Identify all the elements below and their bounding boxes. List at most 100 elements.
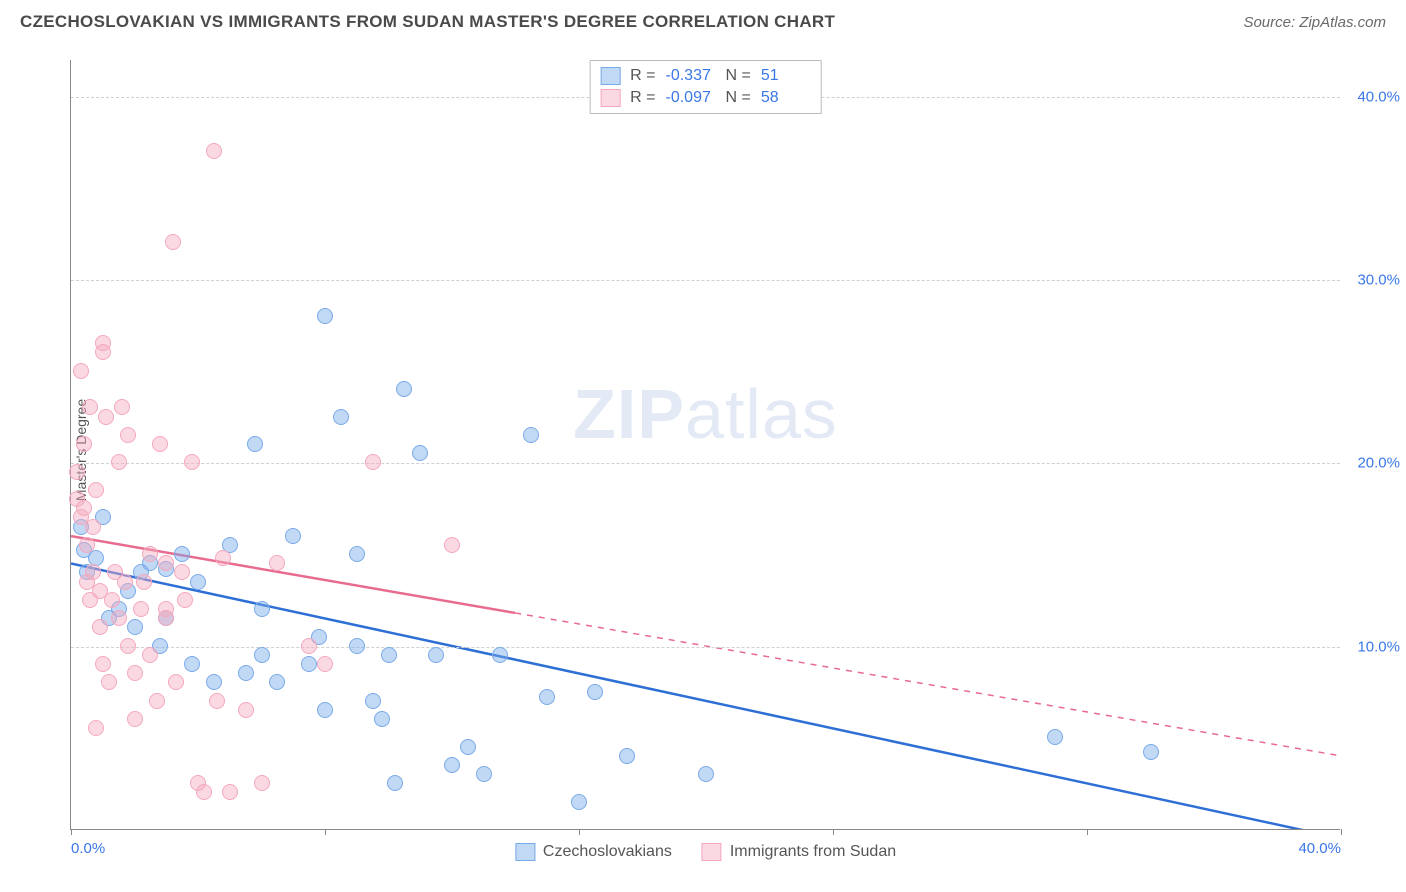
scatter-point [76, 500, 92, 516]
scatter-point [158, 555, 174, 571]
legend-item: Czechoslovakians [515, 843, 672, 861]
scatter-point [317, 308, 333, 324]
scatter-point [1143, 744, 1159, 760]
x-tick [71, 829, 72, 835]
scatter-point [238, 665, 254, 681]
gridline [71, 463, 1340, 464]
scatter-point [127, 619, 143, 635]
watermark-atlas: atlas [685, 375, 838, 453]
scatter-point [374, 711, 390, 727]
scatter-point [92, 619, 108, 635]
scatter-point [317, 702, 333, 718]
scatter-point [317, 656, 333, 672]
scatter-point [206, 143, 222, 159]
legend-label: Czechoslovakians [543, 843, 672, 861]
scatter-point [73, 363, 89, 379]
legend-swatch [600, 89, 620, 107]
scatter-point [492, 647, 508, 663]
scatter-point [285, 528, 301, 544]
scatter-point [587, 684, 603, 700]
scatter-point [111, 610, 127, 626]
stats-row: R =-0.097N =58 [600, 87, 811, 109]
scatter-point [206, 674, 222, 690]
stat-r-label: R = [630, 89, 655, 107]
stats-legend-box: R =-0.337N =51R =-0.097N =58 [589, 60, 822, 114]
x-tick-label: 40.0% [1298, 840, 1341, 857]
scatter-point [142, 647, 158, 663]
scatter-point [120, 638, 136, 654]
scatter-point [142, 546, 158, 562]
x-tick [325, 829, 326, 835]
scatter-point [184, 454, 200, 470]
watermark-zip: ZIP [573, 375, 685, 453]
scatter-point [444, 757, 460, 773]
scatter-point [69, 464, 85, 480]
scatter-point [127, 665, 143, 681]
scatter-point [168, 674, 184, 690]
scatter-point [184, 656, 200, 672]
scatter-point [120, 427, 136, 443]
scatter-point [1047, 729, 1063, 745]
stat-n-value: 58 [761, 89, 811, 107]
plot-area: ZIPatlas R =-0.337N =51R =-0.097N =58 Cz… [70, 60, 1340, 830]
scatter-point [133, 601, 149, 617]
scatter-point [269, 555, 285, 571]
scatter-point [571, 794, 587, 810]
scatter-point [85, 519, 101, 535]
scatter-point [85, 564, 101, 580]
scatter-point [428, 647, 444, 663]
scatter-point [476, 766, 492, 782]
scatter-point [698, 766, 714, 782]
scatter-point [76, 436, 92, 452]
scatter-point [412, 445, 428, 461]
stat-r-value: -0.337 [666, 67, 716, 85]
chart-container: Master's Degree ZIPatlas R =-0.337N =51R… [50, 50, 1370, 850]
scatter-point [349, 638, 365, 654]
scatter-point [539, 689, 555, 705]
scatter-point [196, 784, 212, 800]
scatter-point [136, 574, 152, 590]
scatter-point [152, 436, 168, 452]
y-tick-label: 30.0% [1357, 272, 1400, 289]
scatter-point [82, 399, 98, 415]
scatter-point [95, 656, 111, 672]
scatter-point [349, 546, 365, 562]
scatter-point [460, 739, 476, 755]
scatter-point [333, 409, 349, 425]
source-attribution: Source: ZipAtlas.com [1243, 14, 1386, 31]
legend-swatch [515, 843, 535, 861]
chart-title: CZECHOSLOVAKIAN VS IMMIGRANTS FROM SUDAN… [20, 12, 835, 32]
watermark: ZIPatlas [573, 374, 838, 454]
stat-r-value: -0.097 [666, 89, 716, 107]
gridline [71, 280, 1340, 281]
legend-item: Immigrants from Sudan [702, 843, 896, 861]
scatter-point [117, 574, 133, 590]
scatter-point [222, 784, 238, 800]
x-tick-label: 0.0% [71, 840, 105, 857]
legend-swatch [600, 67, 620, 85]
stat-n-value: 51 [761, 67, 811, 85]
scatter-point [365, 693, 381, 709]
legend-swatch [702, 843, 722, 861]
scatter-point [523, 427, 539, 443]
scatter-point [165, 234, 181, 250]
scatter-point [98, 409, 114, 425]
scatter-point [444, 537, 460, 553]
x-tick [579, 829, 580, 835]
scatter-point [247, 436, 263, 452]
scatter-point [238, 702, 254, 718]
x-tick [1341, 829, 1342, 835]
scatter-point [254, 647, 270, 663]
scatter-point [301, 656, 317, 672]
scatter-point [104, 592, 120, 608]
legend-label: Immigrants from Sudan [730, 843, 896, 861]
scatter-point [190, 574, 206, 590]
scatter-point [396, 381, 412, 397]
scatter-point [79, 537, 95, 553]
scatter-point [88, 720, 104, 736]
scatter-point [381, 647, 397, 663]
scatter-point [127, 711, 143, 727]
scatter-point [149, 693, 165, 709]
scatter-point [95, 335, 111, 351]
scatter-point [88, 482, 104, 498]
